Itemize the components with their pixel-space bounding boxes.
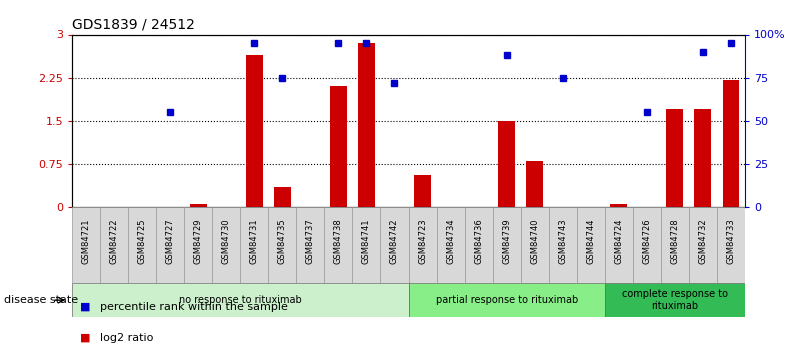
Bar [409, 283, 605, 317]
Bar [128, 207, 156, 283]
Text: GSM84725: GSM84725 [138, 218, 147, 264]
Text: ■: ■ [80, 333, 91, 343]
Text: GSM84738: GSM84738 [334, 218, 343, 264]
Bar [156, 207, 184, 283]
Text: GDS1839 / 24512: GDS1839 / 24512 [72, 18, 195, 32]
Bar [498, 121, 515, 207]
Bar [605, 283, 745, 317]
Bar [72, 207, 100, 283]
Bar [549, 207, 577, 283]
Bar [330, 86, 347, 207]
Text: GSM84742: GSM84742 [390, 218, 399, 264]
Text: GSM84723: GSM84723 [418, 218, 427, 264]
Bar [694, 109, 711, 207]
Bar [689, 207, 717, 283]
Bar [414, 175, 431, 207]
Text: percentile rank within the sample: percentile rank within the sample [100, 302, 288, 312]
Text: GSM84729: GSM84729 [194, 218, 203, 264]
Bar [380, 207, 409, 283]
Bar [610, 204, 627, 207]
Bar [437, 207, 465, 283]
Text: GSM84733: GSM84733 [727, 218, 735, 264]
Bar [190, 204, 207, 207]
Text: GSM84726: GSM84726 [642, 218, 651, 264]
Bar [324, 207, 352, 283]
Bar [358, 43, 375, 207]
Bar [409, 207, 437, 283]
Bar [465, 207, 493, 283]
Bar [633, 207, 661, 283]
Text: GSM84739: GSM84739 [502, 218, 511, 264]
Text: GSM84735: GSM84735 [278, 218, 287, 264]
Bar [666, 109, 683, 207]
Bar [493, 207, 521, 283]
Text: GSM84731: GSM84731 [250, 218, 259, 264]
Bar [212, 207, 240, 283]
Text: GSM84732: GSM84732 [698, 218, 707, 264]
Text: ■: ■ [80, 302, 91, 312]
Text: log2 ratio: log2 ratio [100, 333, 154, 343]
Text: GSM84737: GSM84737 [306, 218, 315, 264]
Text: GSM84734: GSM84734 [446, 218, 455, 264]
Bar [246, 55, 263, 207]
Bar [268, 207, 296, 283]
Bar [100, 207, 128, 283]
Text: GSM84743: GSM84743 [558, 218, 567, 264]
Text: GSM84721: GSM84721 [82, 218, 91, 264]
Bar [661, 207, 689, 283]
Text: no response to rituximab: no response to rituximab [179, 295, 302, 305]
Text: GSM84736: GSM84736 [474, 218, 483, 264]
Bar [352, 207, 380, 283]
Bar [72, 283, 409, 317]
Bar [274, 187, 291, 207]
Text: partial response to rituximab: partial response to rituximab [436, 295, 578, 305]
Text: complete response to
rituximab: complete response to rituximab [622, 289, 728, 311]
Text: GSM84744: GSM84744 [586, 218, 595, 264]
Text: disease state: disease state [4, 295, 78, 305]
Bar [605, 207, 633, 283]
Text: GSM84741: GSM84741 [362, 218, 371, 264]
Text: GSM84740: GSM84740 [530, 218, 539, 264]
Bar [717, 207, 745, 283]
Bar [526, 161, 543, 207]
Text: GSM84724: GSM84724 [614, 218, 623, 264]
Bar [577, 207, 605, 283]
Text: GSM84728: GSM84728 [670, 218, 679, 264]
Text: GSM84722: GSM84722 [110, 218, 119, 264]
Bar [296, 207, 324, 283]
Text: GSM84730: GSM84730 [222, 218, 231, 264]
Bar [240, 207, 268, 283]
Bar [521, 207, 549, 283]
Bar [184, 207, 212, 283]
Text: GSM84727: GSM84727 [166, 218, 175, 264]
Bar [723, 80, 739, 207]
